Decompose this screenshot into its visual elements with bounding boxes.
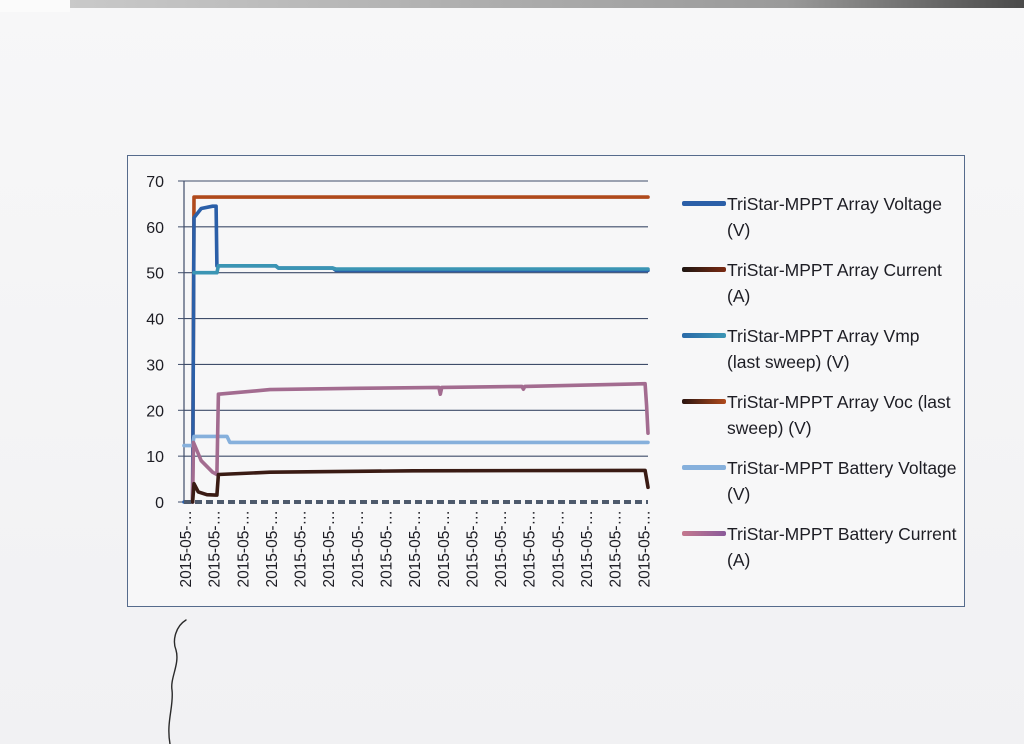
x-tick-label-1: 2015-05-… <box>207 510 224 588</box>
x-tick-label-14: 2015-05-… <box>579 510 596 588</box>
legend-item-battery-current: TriStar-MPPT Battery Current (A) <box>682 520 962 586</box>
chart-frame <box>127 155 965 607</box>
legend-swatch-array-voltage <box>682 201 726 206</box>
legend-label-battery-current: TriStar-MPPT Battery Current (A) <box>727 524 957 570</box>
scan-edge-margin <box>0 0 70 12</box>
y-tick-label-40: 40 <box>146 312 164 329</box>
legend-swatch-battery-current <box>682 531 726 536</box>
series-line-battery-current <box>190 381 650 504</box>
y-tick-label-0: 0 <box>155 495 164 512</box>
y-tick-label-60: 60 <box>146 220 164 237</box>
legend-swatch-array-vmp <box>682 333 726 338</box>
y-tick-label-10: 10 <box>146 449 164 466</box>
x-tick-label-13: 2015-05-… <box>550 510 567 588</box>
x-tick-label-16: 2015-05-… <box>636 510 653 588</box>
legend-swatch-battery-voltage <box>682 465 726 470</box>
series-line-array-vmp <box>192 264 650 275</box>
legend-item-array-voltage: TriStar-MPPT Array Voltage (V) <box>682 190 962 256</box>
x-tick-label-4: 2015-05-… <box>293 510 310 588</box>
y-tick-label-20: 20 <box>146 403 164 420</box>
x-tick-label-15: 2015-05-… <box>608 510 625 588</box>
x-tick-label-10: 2015-05-… <box>464 510 481 588</box>
legend-item-array-voc: TriStar-MPPT Array Voc (last sweep) (V) <box>682 388 962 454</box>
y-tick-label-70: 70 <box>146 174 164 191</box>
x-tick-label-9: 2015-05-… <box>436 510 453 588</box>
x-tick-label-6: 2015-05-… <box>350 510 367 588</box>
x-tick-label-8: 2015-05-… <box>407 510 424 588</box>
legend-swatch-array-current <box>682 267 726 272</box>
legend-label-array-vmp: TriStar-MPPT Array Vmp (last sweep) (V) <box>727 326 920 372</box>
x-tick-label-11: 2015-05-… <box>493 510 510 588</box>
legend-item-array-current: TriStar-MPPT Array Current (A) <box>682 256 962 322</box>
y-tick-label-50: 50 <box>146 266 164 283</box>
legend-label-array-voc: TriStar-MPPT Array Voc (last sweep) (V) <box>727 392 951 438</box>
legend-label-array-current: TriStar-MPPT Array Current (A) <box>727 260 942 306</box>
x-tick-label-12: 2015-05-… <box>522 510 539 588</box>
series-line-battery-voltage <box>182 434 650 448</box>
series-line-array-current <box>190 468 650 504</box>
x-tick-label-5: 2015-05-… <box>321 510 338 588</box>
legend-item-array-vmp: TriStar-MPPT Array Vmp (last sweep) (V) <box>682 322 962 388</box>
x-tick-label-7: 2015-05-… <box>378 510 395 588</box>
legend-item-battery-voltage: TriStar-MPPT Battery Voltage (V) <box>682 454 962 520</box>
chart-legend: TriStar-MPPT Array Voltage (V) TriStar-M… <box>682 190 962 586</box>
x-tick-label-3: 2015-05-… <box>264 510 281 588</box>
y-tick-label-30: 30 <box>146 357 164 374</box>
legend-label-battery-voltage: TriStar-MPPT Battery Voltage (V) <box>727 458 957 504</box>
scan-edge-shadow <box>70 0 1024 8</box>
legend-label-array-voltage: TriStar-MPPT Array Voltage (V) <box>727 194 942 240</box>
legend-swatch-array-voc <box>682 399 726 404</box>
x-tick-label-0: 2015-05-… <box>178 510 195 588</box>
x-tick-label-2: 2015-05-… <box>235 510 252 588</box>
